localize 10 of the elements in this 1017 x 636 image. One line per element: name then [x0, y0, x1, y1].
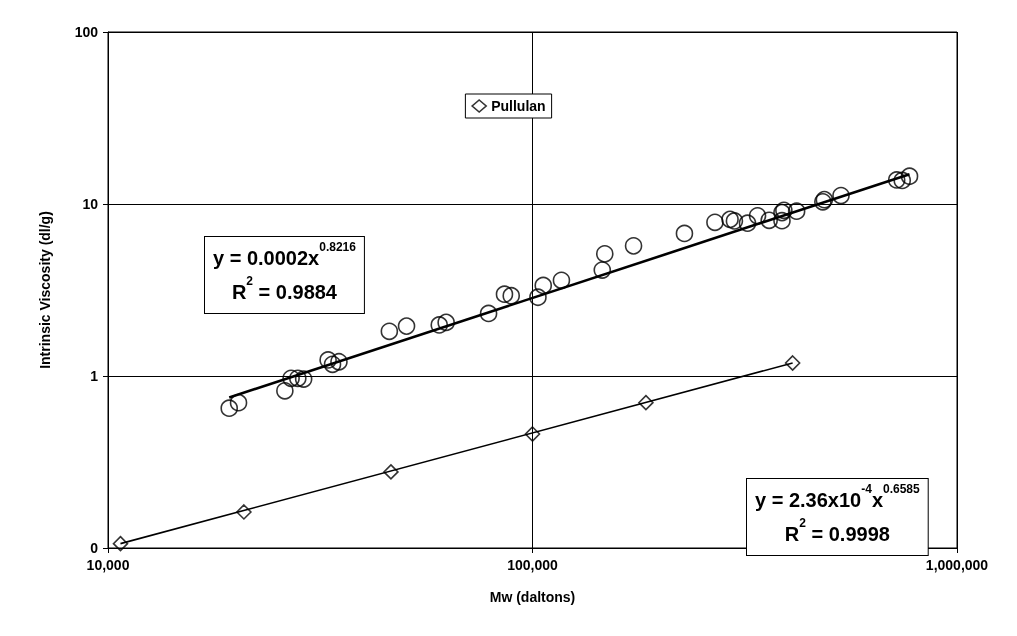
x-tick-label: 10,000	[86, 557, 130, 573]
y-tick-label: 1	[90, 368, 99, 384]
x-tick-label: 100,000	[507, 557, 559, 573]
y-tick-label: 100	[74, 24, 99, 40]
legend-label: Pullulan	[491, 98, 546, 114]
x-axis-title: Mw (daltons)	[489, 589, 576, 605]
y-tick-label: 0	[90, 540, 99, 556]
y-axis-title: Intrinsic Viscosity (dl/g)	[37, 211, 53, 369]
x-tick-label: 1,000,000	[925, 557, 989, 573]
y-tick-label: 10	[82, 196, 99, 212]
